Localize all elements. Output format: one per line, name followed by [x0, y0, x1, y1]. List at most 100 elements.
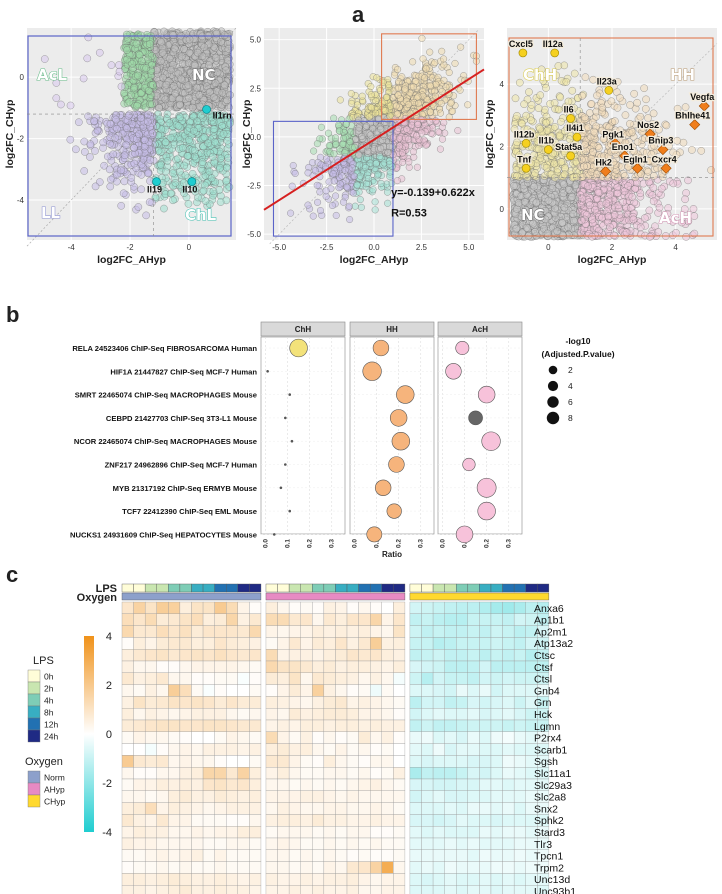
gene-point: [339, 140, 347, 148]
x-axis-label: log2FC_AHyp: [97, 254, 166, 266]
nc-point: [222, 66, 230, 75]
gene-point: [422, 65, 430, 73]
ll-point: [84, 33, 93, 42]
y-tick-label: 2: [500, 142, 505, 151]
gene-point: [440, 61, 448, 69]
ll-point: [80, 167, 89, 175]
gene-point: [436, 145, 444, 153]
gene-point: [324, 129, 333, 137]
chl-point: [185, 135, 193, 144]
ach-point: [645, 206, 654, 215]
gene-point: [384, 148, 392, 157]
gene-point: [377, 179, 385, 188]
ll-point: [142, 211, 150, 220]
ll-point: [86, 140, 95, 149]
gene-point: [414, 120, 422, 129]
gene-point: [322, 187, 330, 195]
chh-point: [511, 94, 520, 103]
gene-point: [422, 141, 430, 149]
y-tick-label: 0: [500, 205, 505, 214]
ll-point: [130, 143, 138, 152]
nc-point: [180, 45, 189, 54]
gene-point: [423, 96, 431, 104]
ach-point: [640, 214, 649, 222]
nc-point: [521, 197, 529, 206]
ach-point: [613, 183, 622, 192]
ll-point: [127, 173, 136, 182]
ll-point: [124, 111, 133, 120]
gene-point: [440, 76, 448, 84]
gene-point: [457, 43, 465, 51]
regression-equation: y=-0.139+0.622x: [391, 187, 476, 199]
gene-point: [356, 196, 364, 204]
gene-point: [438, 135, 447, 143]
gene-point: [372, 160, 380, 168]
gene-point: [330, 114, 338, 122]
acl-point: [122, 30, 131, 39]
gene-point: [365, 113, 373, 121]
ach-point: [591, 205, 599, 214]
ll-point: [109, 150, 117, 159]
x-tick-label: -2.5: [320, 243, 334, 252]
ll-point: [115, 67, 124, 76]
ll-point: [90, 117, 98, 125]
ll-point: [120, 177, 129, 186]
nc-point: [177, 52, 186, 61]
acl-point: [148, 100, 156, 109]
nc-point: [193, 48, 202, 57]
ll-point: [144, 169, 152, 178]
gene-point: [362, 164, 370, 172]
y-tick-label: 5.0: [250, 36, 262, 45]
chl-point: [169, 196, 177, 205]
ll-point: [79, 74, 88, 83]
nc-point: [569, 210, 577, 218]
panel-letter-a: a: [352, 2, 365, 27]
chl-point: [194, 193, 202, 202]
gene-point: [362, 122, 370, 130]
gene-point: [394, 65, 402, 73]
nc-point: [170, 44, 179, 53]
ach-point: [624, 182, 632, 190]
gene-point: [421, 74, 429, 82]
gene-point: [409, 148, 417, 156]
gene-point: [386, 102, 394, 110]
gene-point: [377, 144, 385, 152]
ll-point: [72, 145, 80, 154]
acl-point: [148, 81, 157, 89]
ll-point: [119, 189, 128, 198]
gene-point: [367, 104, 376, 112]
gene-label-il19: Il19: [147, 185, 162, 195]
gene-point: [288, 182, 296, 190]
y-axis-label: log2FC_CHyp: [484, 100, 496, 169]
acl-point: [132, 39, 141, 48]
gene-point: [383, 188, 392, 196]
nc-point: [169, 31, 178, 40]
ach-point: [606, 190, 615, 199]
gene-point: [440, 55, 448, 63]
y-tick-label: -4: [17, 196, 25, 205]
gene-point: [313, 181, 321, 189]
gene-label-il10: Il10: [182, 185, 197, 195]
gene-point: [440, 119, 448, 127]
gene-point: [371, 198, 379, 206]
acl-point: [123, 46, 131, 54]
gene-point: [414, 93, 422, 101]
acl-point: [137, 57, 146, 65]
gene-point: [448, 107, 457, 115]
gene-point: [330, 150, 338, 158]
nc-point: [184, 81, 193, 90]
nc-point: [204, 61, 213, 69]
gene-point: [447, 99, 455, 107]
nc-point: [195, 91, 204, 100]
gene-point: [341, 166, 349, 174]
gene-point: [355, 161, 363, 169]
nc-point: [213, 68, 222, 77]
ach-point: [682, 232, 690, 241]
ll-point: [135, 130, 143, 139]
nc-point: [218, 88, 227, 97]
ll-point: [111, 134, 120, 142]
chl-point: [210, 138, 219, 146]
chl-point: [163, 157, 172, 165]
gene-point: [437, 99, 445, 108]
gene-point: [346, 138, 354, 146]
